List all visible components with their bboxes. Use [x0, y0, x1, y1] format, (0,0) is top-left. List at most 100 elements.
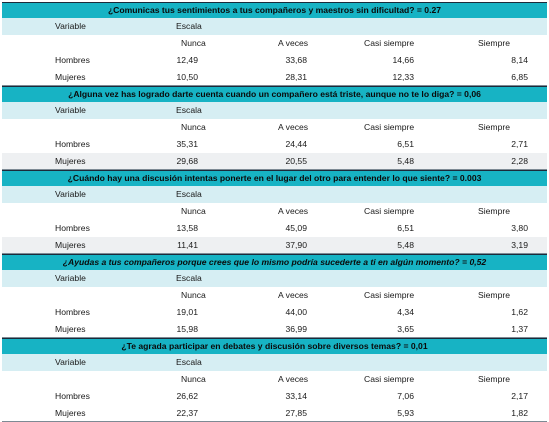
scale-column-header: Nunca — [181, 35, 206, 52]
question-block: ¿Te agrada participar en debates y discu… — [2, 338, 547, 422]
table-cell: 3,19 — [511, 237, 528, 254]
scale-column-header: Nunca — [181, 371, 206, 388]
scale-header-row: Nunca A veces Casi siempre Siempre — [2, 371, 547, 388]
scale-column-header: Siempre — [478, 35, 510, 52]
table-row: Mujeres 11,41 37,90 5,48 3,19 — [2, 237, 547, 255]
row-label: Mujeres — [55, 69, 86, 86]
row-label: Mujeres — [55, 153, 86, 170]
scale-column-header: Siempre — [478, 287, 510, 304]
table-row: Hombres 13,58 45,09 6,51 3,80 — [2, 220, 547, 237]
scale-column-header: A veces — [278, 371, 308, 388]
table-cell: 19,01 — [176, 304, 198, 321]
scale-column-header: Casi siempre — [364, 119, 414, 136]
question-title: ¿Cuándo hay una discusión intentas poner… — [2, 170, 547, 186]
table-row: Mujeres 22,37 27,85 5,93 1,82 — [2, 405, 547, 422]
variable-label: Variable — [55, 354, 86, 371]
question-title: ¿Te agrada participar en debates y discu… — [2, 338, 547, 354]
table-cell: 5,48 — [397, 237, 414, 254]
table-cell: 6,85 — [511, 69, 528, 86]
variable-label: Variable — [55, 270, 86, 287]
scale-column-header: Nunca — [181, 203, 206, 220]
row-label: Hombres — [55, 52, 90, 69]
table-cell: 37,90 — [285, 237, 307, 254]
table-cell: 33,14 — [285, 388, 307, 405]
scale-column-header: Siempre — [478, 203, 510, 220]
table-cell: 3,80 — [511, 220, 528, 237]
table-row: Hombres 35,31 24,44 6,51 2,71 — [2, 136, 547, 153]
table-cell: 22,37 — [176, 405, 198, 422]
question-title: ¿Ayudas a tus compañeros porque crees qu… — [2, 254, 547, 270]
question-block: ¿Cuándo hay una discusión intentas poner… — [2, 170, 547, 254]
question-block: ¿Comunicas tus sentimientos a tus compañ… — [2, 2, 547, 86]
table-cell: 27,85 — [285, 405, 307, 422]
table-cell: 6,51 — [397, 136, 414, 153]
question-title: ¿Alguna vez has logrado darte cuenta cua… — [2, 86, 547, 102]
table-cell: 1,37 — [511, 321, 528, 338]
table-row: Hombres 12,49 33,68 14,66 8,14 — [2, 52, 547, 69]
table-cell: 12,33 — [392, 69, 414, 86]
row-label: Hombres — [55, 220, 90, 237]
escala-label: Escala — [176, 354, 202, 371]
scale-column-header: A veces — [278, 203, 308, 220]
table-cell: 20,55 — [285, 153, 307, 170]
scale-column-header: Casi siempre — [364, 203, 414, 220]
table-cell: 1,82 — [511, 405, 528, 422]
table-cell: 14,66 — [392, 52, 414, 69]
table-cell: 7,06 — [397, 388, 414, 405]
scale-column-header: Nunca — [181, 119, 206, 136]
row-label: Hombres — [55, 304, 90, 321]
row-label: Mujeres — [55, 405, 86, 422]
table-cell: 45,09 — [285, 220, 307, 237]
table-cell: 5,48 — [397, 153, 414, 170]
row-label: Mujeres — [55, 321, 86, 338]
table-cell: 28,31 — [285, 69, 307, 86]
table-cell: 4,34 — [397, 304, 414, 321]
table-cell: 2,71 — [511, 136, 528, 153]
scale-column-header: Casi siempre — [364, 371, 414, 388]
escala-label: Escala — [176, 186, 202, 203]
variable-label: Variable — [55, 102, 86, 119]
table-cell: 3,65 — [397, 321, 414, 338]
table-cell: 13,58 — [176, 220, 198, 237]
table-row: Mujeres 15,98 36,99 3,65 1,37 — [2, 321, 547, 339]
row-label: Hombres — [55, 136, 90, 153]
variable-header-row: Variable Escala — [2, 102, 547, 119]
table-cell: 35,31 — [176, 136, 198, 153]
variable-label: Variable — [55, 18, 86, 35]
scale-header-row: Nunca A veces Casi siempre Siempre — [2, 203, 547, 220]
table-cell: 36,99 — [285, 321, 307, 338]
scale-column-header: Nunca — [181, 287, 206, 304]
scale-column-header: A veces — [278, 35, 308, 52]
table-cell: 29,68 — [176, 153, 198, 170]
table-cell: 15,98 — [176, 321, 198, 338]
scale-column-header: Casi siempre — [364, 35, 414, 52]
question-block: ¿Ayudas a tus compañeros porque crees qu… — [2, 254, 547, 338]
table-cell: 11,41 — [177, 237, 198, 254]
variable-header-row: Variable Escala — [2, 354, 547, 371]
variable-header-row: Variable Escala — [2, 18, 547, 35]
table-cell: 1,62 — [511, 304, 528, 321]
scale-column-header: A veces — [278, 119, 308, 136]
question-title: ¿Comunicas tus sentimientos a tus compañ… — [2, 2, 547, 18]
table-cell: 12,49 — [176, 52, 198, 69]
table-cell: 8,14 — [511, 52, 528, 69]
table-cell: 6,51 — [397, 220, 414, 237]
table-cell: 33,68 — [285, 52, 307, 69]
escala-label: Escala — [176, 18, 202, 35]
table-cell: 5,93 — [397, 405, 414, 422]
scale-column-header: Siempre — [478, 119, 510, 136]
question-block: ¿Alguna vez has logrado darte cuenta cua… — [2, 86, 547, 170]
row-label: Mujeres — [55, 237, 86, 254]
table-cell: 2,17 — [511, 388, 528, 405]
table-cell: 24,44 — [285, 136, 307, 153]
scale-header-row: Nunca A veces Casi siempre Siempre — [2, 119, 547, 136]
table-cell: 26,62 — [176, 388, 198, 405]
scale-column-header: Siempre — [478, 371, 510, 388]
escala-label: Escala — [176, 102, 202, 119]
table-cell: 44,00 — [285, 304, 307, 321]
